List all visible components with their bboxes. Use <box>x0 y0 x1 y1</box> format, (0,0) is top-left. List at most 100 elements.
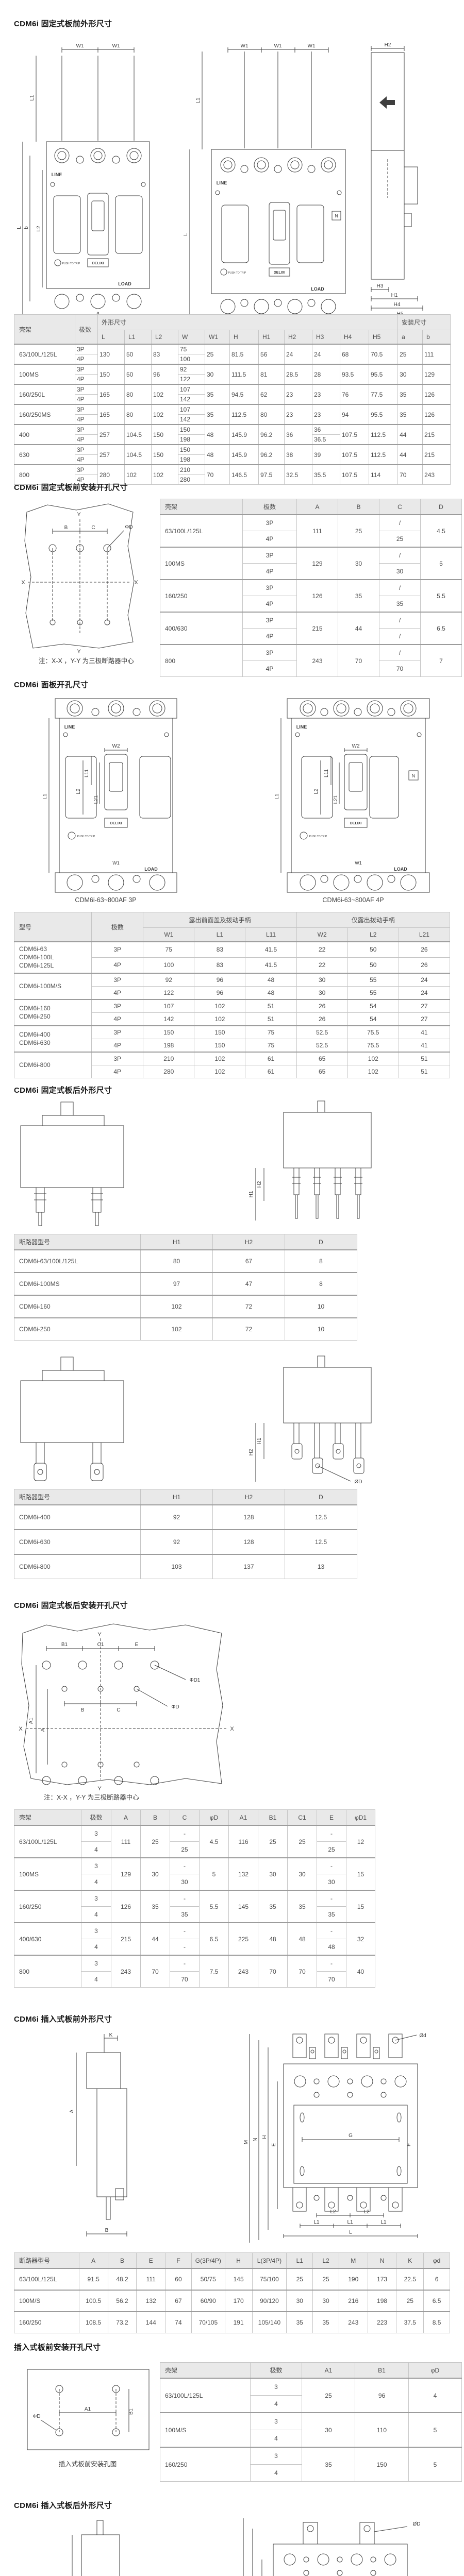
section-title-panel-cutout: CDM6i 面板开孔尺寸 <box>14 681 89 689</box>
cell: 243 <box>228 1955 258 1988</box>
cell: 150 <box>355 2447 409 2482</box>
rect-shape <box>46 141 150 289</box>
rect-shape <box>341 2047 348 2059</box>
cell: 198 <box>178 434 205 445</box>
cell: 70 <box>338 644 379 677</box>
cell: 150 <box>194 1025 246 1039</box>
header-cell: H5 <box>368 330 399 345</box>
cell: 47 <box>212 1272 285 1296</box>
cell: - <box>317 1825 346 1842</box>
circle-shape <box>220 299 236 314</box>
breaker-side-view-drawing: H2 H3 H1 H4 H5 H <box>371 42 436 329</box>
cell: 8 <box>285 1272 357 1296</box>
cell: 23 <box>312 384 340 405</box>
circle-shape <box>380 2195 387 2201</box>
section-title-fixed-rear-dims: CDM6i 固定式板后外形尺寸 <box>14 1086 112 1095</box>
text-shape: L11 <box>324 769 329 777</box>
text-shape: K <box>109 2032 113 2038</box>
cell: 3P <box>75 424 98 435</box>
cell: 3P <box>91 972 144 987</box>
cell: 4P <box>242 531 297 548</box>
cell: 95.5 <box>368 404 399 425</box>
cell: / <box>379 579 421 596</box>
cell: 35 <box>258 1890 288 1923</box>
cell: 25 <box>258 1825 288 1858</box>
text-shape: LOAD <box>394 867 407 872</box>
rect-shape <box>349 762 363 792</box>
cell: 630 <box>14 444 75 465</box>
text-shape: DELIXI <box>110 822 122 825</box>
circle-shape <box>354 708 362 716</box>
cell: 35 <box>379 596 421 613</box>
cell: 35.5 <box>312 464 340 485</box>
circle-shape <box>367 700 383 717</box>
line-shape <box>154 1665 186 1680</box>
rear-side-view-lug: H1 H2 ØD <box>248 1355 372 1485</box>
header-cell: C <box>379 499 421 515</box>
text-shape: W2 <box>112 743 120 749</box>
circle-shape <box>37 1469 43 1475</box>
header-cell: L2 <box>151 330 178 345</box>
cell: 145 <box>224 2268 253 2291</box>
cell: 3 <box>81 1857 111 1874</box>
cell: 35 <box>397 384 423 405</box>
ellipse-shape <box>300 2166 305 2176</box>
line-shape <box>317 1465 351 1482</box>
circle-shape <box>54 294 70 309</box>
circle-shape <box>254 299 269 314</box>
cell: 48 <box>245 986 297 1000</box>
cell: 4.5 <box>420 514 462 548</box>
header-cell: L2 <box>347 927 399 942</box>
cell: 67 <box>212 1249 285 1273</box>
text-shape: A <box>40 1728 46 1732</box>
cell: 243 <box>296 644 338 677</box>
circle-shape <box>296 2037 303 2044</box>
section-title-plugin-front-holes: 插入式板前安装开孔尺寸 <box>14 2343 101 2352</box>
path-shape <box>371 296 418 301</box>
cell: 70 <box>379 660 421 677</box>
circle-shape <box>76 294 84 302</box>
rect-shape <box>317 1355 325 1368</box>
cell: 25 <box>379 531 421 548</box>
cell: 25 <box>140 1825 170 1858</box>
text-shape: L1 <box>347 2219 353 2225</box>
cell: 122 <box>143 986 195 1000</box>
cell: 104.5 <box>124 424 152 445</box>
rect-shape <box>139 756 171 819</box>
circle-shape <box>254 157 269 173</box>
header-cell: 外形尺寸 <box>97 314 399 330</box>
header-cell: K <box>396 2252 424 2269</box>
cell: 3 <box>250 2412 302 2430</box>
plugin-rear-side-view: A B <box>72 2520 120 2576</box>
caption-4p: CDM6i-63~800AF 4P <box>322 896 384 904</box>
rect-shape <box>369 756 399 819</box>
cell: - <box>317 1955 346 1972</box>
rect-shape <box>87 193 109 256</box>
cell: 129 <box>296 547 338 580</box>
cell: 72 <box>212 1317 285 1341</box>
rect-shape <box>314 1422 320 1459</box>
cell: 3 <box>81 1825 111 1842</box>
text-shape: C1 <box>97 1642 104 1648</box>
rect-shape <box>34 1463 47 1481</box>
text-shape: Ød <box>419 2033 426 2039</box>
header-cell: φD <box>408 2362 462 2379</box>
cell: 100MS <box>160 547 243 580</box>
cell: 63/100L/125L <box>14 1825 81 1858</box>
table-fixed-front-dims: 壳架 极数 外形尺寸 安装尺寸 L L1 L2 W W1 H H1 H2 H3 H4 H5 a b 63/100L… <box>14 314 451 485</box>
path-shape <box>302 2137 400 2142</box>
cell: 28 <box>312 364 340 385</box>
path-shape <box>371 46 405 51</box>
cell: 90/120 <box>252 2290 287 2312</box>
text-shape: B1 <box>61 1642 68 1648</box>
cell: 48 <box>205 424 230 445</box>
cell: 48.2 <box>107 2268 137 2291</box>
header-cell: 断路器型号 <box>14 2252 79 2269</box>
cell: 25 <box>338 514 379 548</box>
rect-shape <box>55 698 177 719</box>
circle-shape <box>394 2075 407 2088</box>
cell: 48 <box>205 444 230 465</box>
rect-shape <box>86 2052 121 2089</box>
cell: 142 <box>143 1012 195 1026</box>
